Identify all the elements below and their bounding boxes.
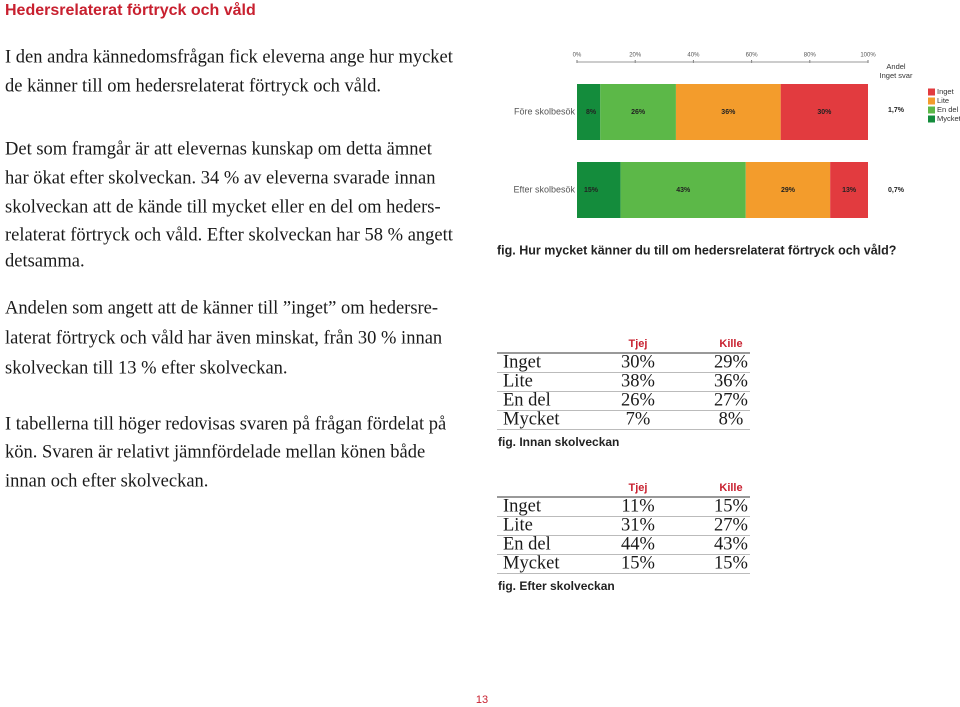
- no-answer-title: Andel: [886, 62, 906, 71]
- table-cell: 8%: [719, 409, 744, 429]
- table-cell: 29%: [714, 352, 748, 372]
- table-cell: En del: [503, 534, 551, 554]
- bar-segment: [620, 162, 746, 218]
- value-label: 30%: [817, 109, 832, 116]
- table-header: Tjej: [629, 482, 648, 494]
- table-cell: Inget: [503, 496, 542, 516]
- table-cell: Mycket: [503, 409, 560, 429]
- paragraph-line: innan och efter skolveckan.: [5, 471, 208, 491]
- table-cell: 15%: [714, 553, 748, 573]
- table-cell: 43%: [714, 534, 748, 554]
- table-cell: 15%: [621, 553, 655, 573]
- value-label: 26%: [631, 109, 646, 116]
- table-cell: 38%: [621, 371, 655, 391]
- table-cell: 31%: [621, 515, 655, 535]
- legend-label: En del: [937, 105, 959, 114]
- paragraph-line: skolveckan till 13 % efter skolveckan.: [5, 358, 288, 378]
- value-label: 13%: [842, 187, 857, 194]
- paragraph-line: kön. Svaren är relativt jämnfördelade me…: [5, 442, 425, 462]
- legend-swatch: [928, 88, 935, 96]
- page-number: 13: [476, 694, 488, 706]
- legend-label: Mycket: [937, 114, 960, 123]
- table-cell: 26%: [621, 390, 655, 410]
- table-caption: fig. Innan skolveckan: [498, 435, 619, 449]
- table-header: Tjej: [629, 338, 648, 350]
- table-cell: Inget: [503, 352, 542, 372]
- paragraph-line: I den andra kännedomsfrågan fick elevern…: [5, 47, 454, 67]
- no-answer-title: Inget svar: [880, 71, 913, 80]
- paragraph-line: Andelen som angett att de känner till ”i…: [5, 298, 438, 318]
- bar-segment: [577, 162, 621, 218]
- table-cell: 27%: [714, 515, 748, 535]
- paragraph-line: de känner till om hedersrelaterat förtry…: [5, 76, 381, 96]
- legend-label: Lite: [937, 96, 949, 105]
- table-cell: Mycket: [503, 553, 560, 573]
- bar-segment: [745, 162, 831, 218]
- legend-label: Inget: [937, 87, 955, 96]
- table-cell: En del: [503, 390, 551, 410]
- legend-swatch: [928, 115, 935, 123]
- table-cell: Lite: [503, 515, 533, 535]
- value-label: 15%: [584, 187, 599, 194]
- paragraph-line: Det som framgår är att elevernas kunskap…: [5, 139, 433, 159]
- value-label: 29%: [781, 187, 796, 194]
- x-tick-label: 20%: [629, 53, 642, 59]
- table-cell: 36%: [714, 371, 748, 391]
- bar-segment: [600, 84, 676, 140]
- x-tick-label: 60%: [746, 53, 759, 59]
- chart-caption: fig. Hur mycket känner du till om heders…: [497, 243, 896, 257]
- table-cell: 30%: [621, 352, 655, 372]
- table-cell: Lite: [503, 371, 533, 391]
- bar-segment: [780, 84, 868, 140]
- table-caption: fig. Efter skolveckan: [498, 579, 615, 593]
- table-cell: 27%: [714, 390, 748, 410]
- value-label: 36%: [721, 109, 736, 116]
- x-tick-label: 100%: [860, 53, 876, 59]
- legend-swatch: [928, 97, 935, 105]
- page-title: Hedersrelaterat förtryck och våld: [5, 1, 256, 19]
- table-cell: 11%: [621, 496, 654, 516]
- table-cell: 15%: [714, 496, 748, 516]
- x-tick-label: 80%: [804, 53, 817, 59]
- table-header: Kille: [719, 482, 742, 494]
- no-answer-value: 0,7%: [888, 187, 905, 194]
- no-answer-value: 1,7%: [888, 107, 905, 114]
- x-tick-label: 40%: [687, 53, 700, 59]
- table-header: Kille: [719, 338, 742, 350]
- bar-segment: [675, 84, 781, 140]
- value-label: 8%: [586, 109, 597, 116]
- table-cell: 7%: [626, 409, 651, 429]
- paragraph-line: laterat förtryck och våld har även minsk…: [5, 328, 442, 348]
- paragraph-line: I tabellerna till höger redovisas svaren…: [5, 414, 446, 434]
- paragraph-line: relaterat förtryck och våld. Efter skolv…: [5, 225, 454, 245]
- x-tick-label: 0%: [573, 53, 582, 59]
- paragraph-line: skolveckan att de kände till mycket elle…: [5, 197, 441, 217]
- table-cell: 44%: [621, 534, 655, 554]
- category-label: Efter skolbesök: [513, 184, 575, 194]
- paragraph-line: har ökat efter skolveckan. 34 % av eleve…: [5, 168, 435, 188]
- bar-segment: [830, 162, 868, 218]
- value-label: 43%: [676, 187, 691, 194]
- legend-swatch: [928, 106, 935, 114]
- paragraph-line: detsamma.: [5, 251, 85, 271]
- category-label: Före skolbesök: [514, 106, 576, 116]
- bar-segment: [577, 84, 601, 140]
